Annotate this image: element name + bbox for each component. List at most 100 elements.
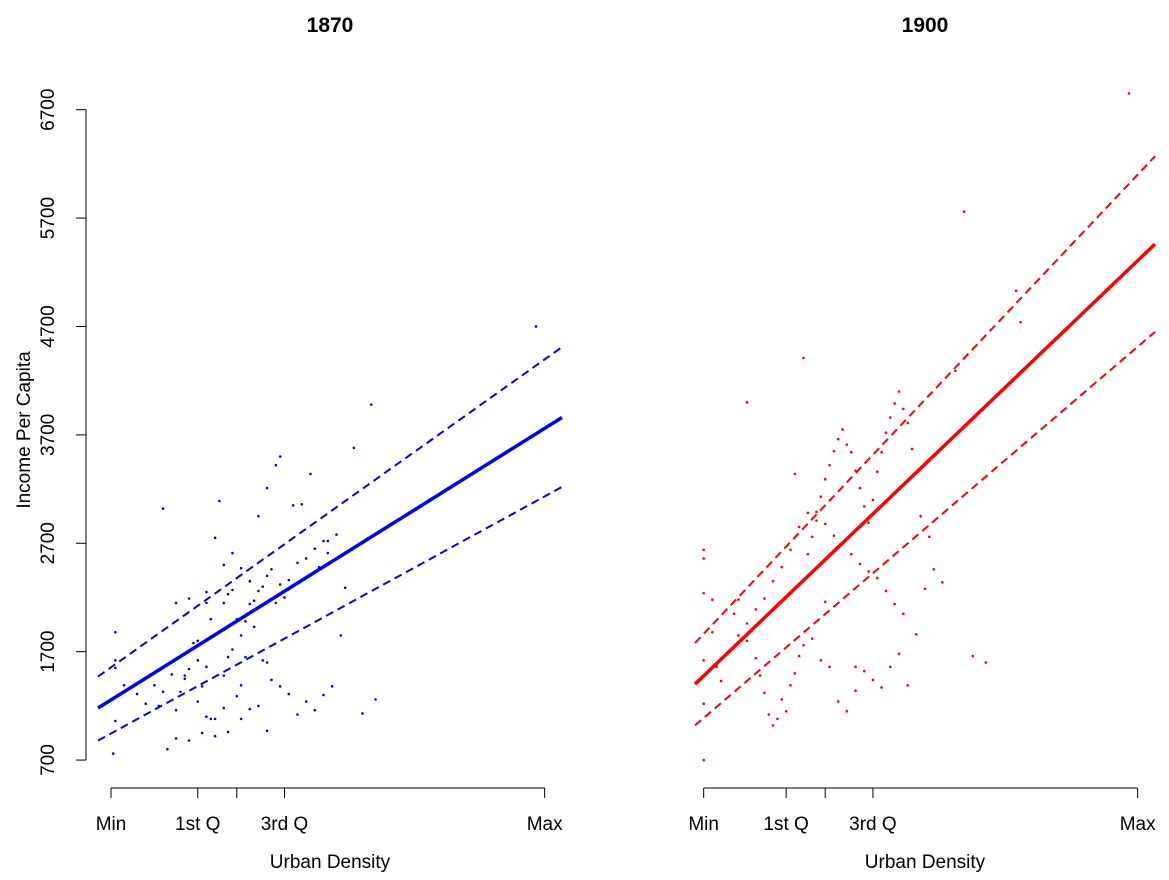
chart-0-point-87	[239, 683, 243, 687]
chart-0-point-93	[222, 706, 226, 710]
chart-1-point-7	[711, 630, 714, 634]
chart-0-point-38	[270, 567, 273, 571]
chart-1-point-20	[784, 709, 788, 713]
chart-0-point-55	[300, 502, 304, 506]
chart-1-x-axis-label: Urban Density	[865, 852, 986, 873]
chart-0-point-53	[257, 514, 260, 518]
chart-0-point-6	[135, 692, 139, 696]
chart-1-point-92	[1014, 289, 1018, 293]
chart-0-point-101	[205, 590, 208, 594]
chart-1-point-93	[1019, 320, 1022, 324]
chart-1-point-30	[854, 689, 857, 692]
chart-1-point-27	[828, 665, 831, 669]
chart-0-point-100	[534, 325, 538, 328]
chart-0-point-35	[257, 589, 260, 593]
chart-1-point-26	[819, 659, 823, 662]
chart-1-point-76	[875, 470, 879, 474]
chart-0-point-21	[205, 715, 208, 719]
chart-1-point-46	[849, 552, 853, 556]
chart-0-point-2	[114, 666, 117, 670]
chart-0-point-12	[187, 667, 191, 671]
chart-0-point-54	[291, 504, 295, 507]
chart-1-point-31	[862, 669, 866, 673]
chart-0-point-4	[111, 752, 115, 755]
chart-0-point-16	[174, 601, 178, 605]
chart-1-fit-line	[693, 242, 1157, 686]
chart-0-point-86	[235, 694, 239, 698]
chart-1-point-15	[763, 691, 766, 695]
chart-0-point-80	[339, 634, 343, 637]
chart-0-point-39	[274, 601, 278, 605]
chart-0-point-45	[313, 547, 317, 550]
chart-0-x-tick-label-0: Min	[96, 814, 127, 835]
chart-1-point-87	[941, 580, 944, 584]
chart-1-point-50	[815, 519, 818, 522]
panel-1870: 1870 Min 1st Q 3rd Q Max Urban Density 700 1700…	[14, 14, 563, 873]
chart-1-point-36	[906, 683, 909, 687]
chart-1-point-66	[832, 449, 836, 453]
chart-0-point-18	[192, 641, 195, 645]
chart-0-point-95	[183, 674, 187, 677]
chart-0-x-tick-label-1: 1st Q	[175, 814, 220, 835]
chart-1-point-28	[836, 700, 840, 703]
chart-0-point-7	[144, 702, 148, 706]
chart-0-point-11	[183, 677, 187, 681]
chart-0-point-24	[187, 739, 191, 742]
chart-0-point-3	[114, 719, 117, 723]
chart-1-point-21	[789, 683, 792, 687]
chart-0-point-62	[213, 536, 217, 540]
chart-1-point-73	[862, 505, 866, 508]
chart-1-point-33	[880, 686, 883, 689]
chart-0-point-47	[326, 539, 330, 543]
chart-1-point-10	[732, 612, 736, 616]
chart-0-point-81	[352, 446, 356, 450]
chart-0-point-5	[122, 683, 126, 687]
chart-0-point-69	[244, 655, 247, 659]
chart-1-point-57	[754, 608, 758, 611]
chart-0-point-20	[161, 507, 165, 510]
chart-0-point-83	[374, 698, 377, 701]
chart-0-point-50	[274, 463, 278, 467]
chart-0-point-44	[304, 557, 308, 560]
chart-1-x-tick-label-3: 3rd Q	[849, 814, 897, 835]
chart-0-y-tick-label-5: 5700	[38, 197, 59, 239]
chart-1-point-18	[776, 717, 779, 721]
chart-0-y-tick-label-0: 700	[38, 744, 59, 776]
chart-0-point-103	[248, 579, 252, 583]
chart-1-point-38	[923, 587, 927, 591]
chart-0-point-91	[239, 717, 243, 721]
chart-0-point-14	[200, 685, 204, 688]
panel-1900: 1900 Min 1st Q 3rd Q Max Urban Density	[688, 14, 1157, 873]
chart-1-point-77	[880, 450, 883, 454]
chart-1-point-14	[758, 674, 762, 677]
chart-1-point-39	[932, 567, 935, 571]
chart-1-title: 1900	[902, 14, 949, 37]
chart-1-point-97	[793, 472, 797, 476]
chart-0-point-27	[213, 734, 217, 738]
chart-1-point-12	[745, 639, 749, 643]
chart-0-point-36	[261, 585, 265, 588]
chart-0-point-66	[226, 592, 230, 596]
chart-0-y-tick-label-3: 3700	[38, 414, 59, 456]
chart-0-point-15	[205, 665, 208, 669]
chart-1-point-43	[875, 576, 879, 580]
chart-1-point-34	[888, 665, 892, 669]
chart-1-point-74	[867, 521, 870, 524]
chart-1-point-19	[780, 698, 784, 701]
chart-1-point-2	[702, 758, 705, 762]
chart-1-point-25	[810, 637, 814, 640]
chart-1-point-3	[702, 591, 705, 595]
chart-1-point-90	[971, 654, 975, 658]
chart-1-point-6	[711, 598, 714, 601]
chart-1-point-0	[702, 659, 705, 662]
chart-1-point-51	[806, 511, 810, 515]
chart-1-point-35	[897, 652, 901, 656]
chart-1-point-44	[867, 570, 870, 573]
chart-1-point-54	[780, 565, 784, 569]
chart-0-point-96	[170, 673, 174, 676]
chart-1-point-32	[871, 678, 875, 682]
chart-0-point-43	[296, 561, 299, 565]
chart-0-point-84	[265, 661, 269, 664]
chart-1-point-58	[745, 622, 749, 625]
chart-1-point-91	[984, 661, 988, 664]
